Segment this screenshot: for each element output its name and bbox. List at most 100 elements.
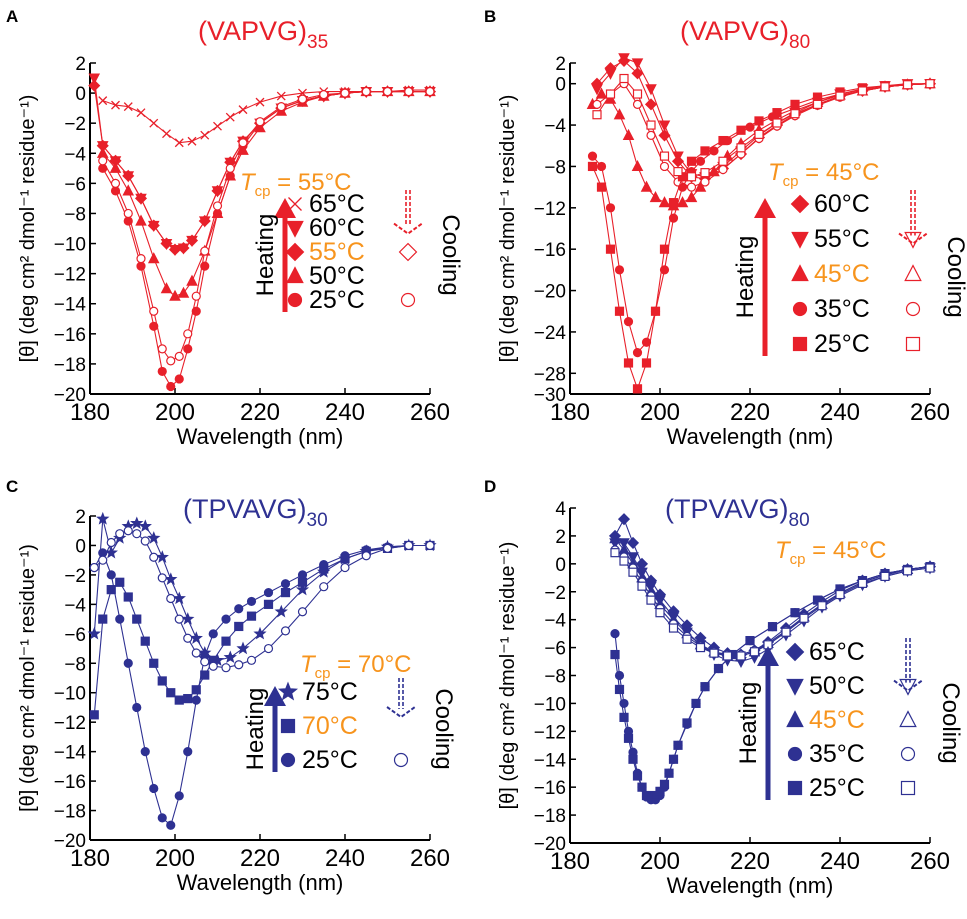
- data-point: [904, 264, 922, 282]
- y-axis-label: [θ] (deg cm² dmol⁻¹ residue⁻¹): [497, 95, 519, 363]
- data-point: [169, 289, 181, 301]
- data-point: [136, 253, 146, 264]
- data-point: [749, 647, 760, 657]
- x-tick-label: 240: [820, 848, 860, 875]
- chart-title: (TPVAVG)30: [183, 494, 328, 531]
- data-point: [614, 684, 625, 695]
- y-tick-label: −8: [64, 204, 86, 225]
- x-tick-label: 220: [240, 845, 280, 872]
- data-point: [174, 614, 184, 624]
- data-point: [162, 129, 171, 139]
- y-tick-label: −8: [64, 654, 86, 675]
- y-tick-label: −6: [544, 639, 566, 660]
- legend-label: 35°C: [814, 295, 870, 323]
- data-point: [857, 86, 868, 96]
- data-point: [140, 536, 150, 546]
- data-point: [276, 91, 286, 101]
- data-point: [614, 670, 625, 681]
- data-point: [610, 649, 620, 660]
- data-point: [297, 94, 308, 104]
- legend: 65°C 50°C 45°C 35°C 25°C Heating Cooling: [735, 638, 964, 802]
- data-point: [140, 747, 150, 757]
- legend-label: 55°C: [309, 238, 365, 266]
- series-line: [93, 544, 430, 827]
- data-point: [686, 172, 697, 182]
- data-point: [166, 688, 176, 698]
- data-point: [198, 214, 211, 228]
- data-point: [398, 242, 418, 262]
- panel-letter: D: [484, 477, 496, 496]
- data-point: [277, 681, 299, 701]
- data-point: [166, 356, 176, 366]
- chart-title-sub: 80: [789, 510, 810, 531]
- y-tick-label: −10: [534, 694, 566, 715]
- data-point: [212, 201, 223, 211]
- y-tick-label: −20: [534, 834, 566, 855]
- data-point: [592, 110, 602, 120]
- y-tick-label: −30: [534, 385, 566, 406]
- chart-title-main: (TPVAVG): [665, 494, 789, 524]
- x-tick-label: 240: [325, 845, 365, 872]
- data-point: [106, 570, 116, 580]
- data-point: [174, 695, 184, 705]
- data-point: [155, 550, 169, 563]
- data-point: [123, 658, 133, 668]
- chart-title: (VAPVG)80: [680, 16, 810, 53]
- data-point: [754, 116, 764, 126]
- data-point: [905, 301, 921, 317]
- data-point: [157, 344, 167, 354]
- data-point: [695, 642, 706, 653]
- data-point: [626, 536, 640, 549]
- data-point: [98, 614, 108, 624]
- legend-label: 25°C: [309, 286, 365, 314]
- cooling-label: Cooling: [942, 236, 967, 317]
- data-point: [786, 710, 804, 728]
- x-tick-label: 260: [910, 848, 950, 875]
- panel-letter: C: [6, 477, 18, 496]
- legend: 75°C 70°C 25°C Heating Cooling: [242, 678, 457, 774]
- data-point: [157, 366, 167, 377]
- y-tick-label: −18: [54, 355, 86, 376]
- data-point: [668, 198, 679, 208]
- data-point: [149, 306, 159, 316]
- data-point: [880, 571, 890, 581]
- data-point: [619, 556, 629, 566]
- tcp-label: Tcp = 70°C: [300, 651, 412, 682]
- data-point: [263, 599, 274, 609]
- data-point: [659, 265, 670, 275]
- y-tick-label: −16: [534, 778, 566, 799]
- data-point: [772, 108, 782, 118]
- data-point: [718, 164, 728, 175]
- data-point: [340, 551, 350, 561]
- data-point: [400, 292, 416, 308]
- y-tick-label: −20: [534, 282, 566, 303]
- data-point: [160, 237, 173, 250]
- tcp-value: = 45°C: [806, 537, 887, 564]
- data-point: [605, 89, 616, 99]
- data-point: [295, 582, 310, 596]
- data-point: [622, 128, 635, 141]
- data-point: [132, 529, 142, 539]
- data-point: [904, 231, 922, 249]
- data-point: [718, 156, 728, 166]
- data-point: [263, 587, 274, 598]
- data-point: [187, 136, 197, 146]
- data-point: [255, 117, 265, 127]
- x-tick-label: 200: [640, 399, 680, 426]
- data-point: [287, 292, 303, 308]
- data-point: [791, 231, 809, 249]
- data-point: [130, 516, 144, 530]
- series-line: [614, 552, 931, 657]
- data-point: [700, 146, 710, 156]
- data-point: [628, 567, 638, 577]
- data-point: [899, 678, 917, 696]
- y-tick-label: −14: [534, 750, 567, 771]
- y-tick-label: −28: [534, 364, 566, 385]
- data-point: [109, 161, 122, 173]
- data-point: [177, 242, 190, 255]
- data-point: [718, 135, 728, 146]
- data-point: [668, 623, 679, 633]
- data-point: [781, 627, 791, 637]
